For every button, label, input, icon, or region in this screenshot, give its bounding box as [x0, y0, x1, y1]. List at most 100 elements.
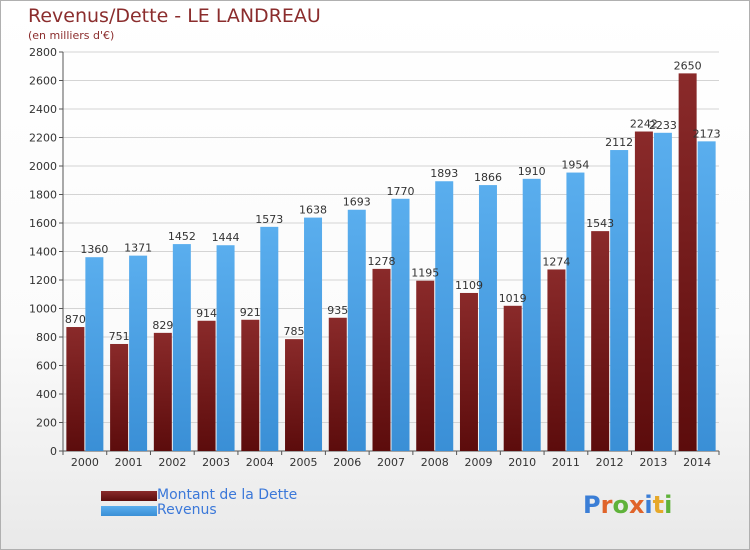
data-label-revenus: 2112 — [605, 136, 633, 149]
bar-revenus — [478, 185, 497, 451]
legend-label-dette: Montant de la Dette — [157, 487, 298, 503]
data-label-revenus: 1452 — [168, 230, 196, 243]
bar-revenus — [610, 150, 629, 452]
data-label-revenus: 1910 — [518, 165, 546, 178]
logo-letter: P — [583, 491, 601, 519]
logo-letter: i — [664, 491, 673, 519]
data-label-dette: 1195 — [411, 267, 439, 280]
proxiti-logo: Proxiti — [583, 491, 672, 519]
data-label-revenus: 1573 — [255, 213, 283, 226]
bar-dette — [153, 332, 172, 451]
y-tick-label: 600 — [36, 360, 57, 373]
data-label-dette: 935 — [327, 304, 348, 317]
data-label-revenus: 1444 — [212, 231, 240, 244]
bar-dette — [459, 292, 478, 451]
bar-dette — [372, 268, 391, 451]
bar-dette — [634, 131, 653, 451]
data-label-dette: 785 — [284, 325, 305, 338]
y-tick-label: 200 — [36, 417, 57, 430]
logo-letter: x — [628, 491, 645, 519]
data-label-dette: 2650 — [674, 59, 702, 72]
x-tick-label: 2004 — [246, 456, 274, 469]
data-label-dette: 2242 — [630, 118, 658, 131]
bar-dette — [328, 317, 347, 451]
logo-letter: r — [600, 491, 613, 519]
bar-revenus — [172, 244, 191, 451]
data-label-dette: 1278 — [368, 255, 396, 268]
y-tick-label: 1800 — [29, 189, 57, 202]
data-label-revenus: 1360 — [80, 243, 108, 256]
x-tick-label: 2001 — [115, 456, 143, 469]
y-tick-label: 2000 — [29, 160, 57, 173]
bar-revenus — [216, 245, 235, 451]
x-tick-label: 2012 — [596, 456, 624, 469]
data-label-dette: 751 — [109, 330, 130, 343]
data-label-revenus: 1866 — [474, 171, 502, 184]
y-tick-label: 2800 — [29, 46, 57, 59]
logo-letter: o — [612, 491, 629, 519]
data-label-revenus: 1371 — [124, 242, 152, 255]
legend-swatch-dette — [101, 491, 157, 501]
x-tick-label: 2010 — [508, 456, 536, 469]
bar-revenus — [304, 217, 323, 451]
logo-letter: t — [652, 491, 665, 519]
data-label-revenus: 2233 — [649, 119, 677, 132]
y-tick-label: 2200 — [29, 132, 57, 145]
bars — [66, 73, 716, 452]
y-tick-label: 400 — [36, 388, 57, 401]
bar-dette — [678, 73, 697, 451]
bar-dette — [197, 320, 216, 451]
bar-dette — [547, 269, 566, 451]
chart-title: Revenus/Dette - LE LANDREAU — [28, 5, 321, 27]
y-tick-label: 1400 — [29, 246, 57, 259]
bar-dette — [66, 327, 85, 451]
data-label-revenus: 1770 — [387, 185, 415, 198]
x-tick-label: 2000 — [71, 456, 99, 469]
data-label-dette: 829 — [152, 319, 173, 332]
bar-revenus — [653, 132, 672, 452]
bar-dette — [591, 231, 610, 451]
y-tick-label: 0 — [50, 445, 57, 458]
bar-revenus — [435, 181, 454, 451]
bar-revenus — [391, 198, 410, 451]
x-tick-label: 2006 — [333, 456, 361, 469]
bar-revenus — [129, 255, 148, 451]
bar-dette — [285, 339, 304, 451]
y-tick-label: 2600 — [29, 75, 57, 88]
logo-letter: i — [644, 491, 653, 519]
chart-subtitle: (en milliers d'€) — [28, 29, 115, 42]
bar-revenus — [566, 172, 585, 451]
data-label-revenus: 1693 — [343, 196, 371, 209]
grid-lines — [63, 51, 719, 452]
bar-revenus — [347, 209, 366, 451]
legend-swatch-revenus — [101, 506, 157, 516]
y-tick-label: 2400 — [29, 103, 57, 116]
bar-dette — [241, 319, 260, 451]
bar-dette — [110, 343, 129, 451]
data-label-revenus: 2173 — [693, 127, 721, 140]
x-tick-label: 2011 — [552, 456, 580, 469]
bar-dette — [503, 305, 522, 451]
x-tick-label: 2005 — [290, 456, 318, 469]
y-tick-label: 800 — [36, 331, 57, 344]
bar-revenus — [85, 257, 104, 451]
x-tick-label: 2003 — [202, 456, 230, 469]
x-tick-label: 2014 — [683, 456, 711, 469]
bar-revenus — [697, 141, 716, 451]
bar-revenus — [522, 178, 541, 451]
x-tick-label: 2007 — [377, 456, 405, 469]
data-label-dette: 1109 — [455, 279, 483, 292]
bar-dette — [416, 280, 435, 451]
x-tick-label: 2008 — [421, 456, 449, 469]
x-tick-label: 2009 — [464, 456, 492, 469]
y-tick-label: 1200 — [29, 274, 57, 287]
axes: 0 200 400 600 800 1000 1200 1400 1600 1800 2000 220… — [29, 46, 720, 469]
data-label-revenus: 1954 — [561, 159, 589, 172]
legend-label-revenus: Revenus — [157, 502, 217, 518]
x-tick-label: 2013 — [639, 456, 667, 469]
data-label-revenus: 1638 — [299, 204, 327, 217]
data-label-dette: 1274 — [542, 255, 570, 268]
data-label-dette: 1543 — [586, 217, 614, 230]
